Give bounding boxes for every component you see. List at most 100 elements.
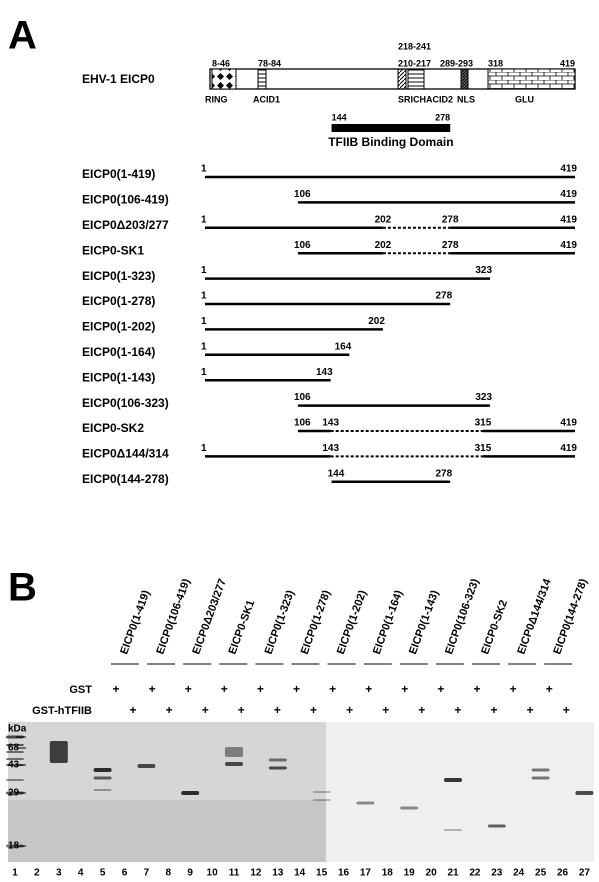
plus-mark: + <box>129 703 136 717</box>
lane-number: 26 <box>557 868 569 879</box>
plus-mark: + <box>490 703 497 717</box>
residue-label: 1 <box>201 367 207 378</box>
domain-range: 78-84 <box>258 58 281 68</box>
gel-band <box>532 777 550 780</box>
plus-mark: + <box>437 682 444 696</box>
lane-header: EICP0Δ144/314 <box>515 576 554 656</box>
protein-end: 419 <box>560 58 575 68</box>
domain-box <box>212 69 236 89</box>
lane-number: 7 <box>144 868 150 879</box>
binding-label: TFIIB Binding Domain <box>328 135 453 149</box>
lane-number: 25 <box>535 868 547 879</box>
domain-name: GLU <box>515 94 534 104</box>
residue-label: 106 <box>294 418 311 429</box>
residue-label: 315 <box>475 443 492 454</box>
plus-mark: + <box>401 682 408 696</box>
plus-mark: + <box>329 682 336 696</box>
gel-band <box>94 789 112 791</box>
residue-label: 278 <box>442 240 459 251</box>
plus-mark: + <box>473 682 480 696</box>
row-label: GST <box>69 684 92 696</box>
gel-band <box>313 791 331 793</box>
lane-number: 15 <box>316 868 328 879</box>
lane-number: 20 <box>426 868 438 879</box>
gel-band <box>6 779 24 781</box>
binding-domain-bar <box>332 124 451 132</box>
residue-label: 1 <box>201 291 207 302</box>
lane-number: 16 <box>338 868 350 879</box>
residue-label: 419 <box>560 418 577 429</box>
panel-label: A <box>8 14 37 58</box>
domain-name: ACID2 <box>426 94 453 104</box>
gel-band <box>137 764 155 768</box>
lane-header: EICP0(144-278) <box>551 577 590 656</box>
plus-mark: + <box>563 703 570 717</box>
plus-mark: + <box>221 682 228 696</box>
domain-range: 218-241 <box>398 41 431 51</box>
gel <box>6 722 594 862</box>
lane-number: 17 <box>360 868 372 879</box>
lane-header: EICP0(106-419) <box>154 577 193 656</box>
residue-label: 323 <box>475 265 492 276</box>
lane-number: 24 <box>513 868 525 879</box>
lane-number: 8 <box>166 868 172 879</box>
domain-name: RING <box>205 94 228 104</box>
plus-mark: + <box>202 703 209 717</box>
residue-label: 202 <box>375 240 392 251</box>
lane-number: 10 <box>207 868 219 879</box>
lane-number: 1 <box>12 868 18 879</box>
lane-number: 6 <box>122 868 128 879</box>
lane-number: 27 <box>579 868 591 879</box>
construct-name: EICP0(106-323) <box>82 396 169 410</box>
residue-label: 144 <box>328 468 345 479</box>
plus-mark: + <box>418 703 425 717</box>
residue-label: 106 <box>294 392 311 403</box>
marker-label: 29 <box>8 788 20 799</box>
residue-label: 419 <box>560 164 577 175</box>
plus-mark: + <box>454 703 461 717</box>
construct-name: EICP0Δ203/277 <box>82 218 169 232</box>
residue-label: 143 <box>322 418 339 429</box>
gel-band <box>444 778 462 782</box>
gel-band <box>532 769 550 772</box>
residue-label: 315 <box>475 418 492 429</box>
plus-mark: + <box>527 703 534 717</box>
gel-band <box>50 741 68 763</box>
lane-number: 9 <box>187 868 193 879</box>
lane-header: EICP0Δ203/277 <box>190 577 228 656</box>
lane-number: 11 <box>229 868 240 879</box>
lane-number: 5 <box>100 868 106 879</box>
construct-name: EICP0(1-202) <box>82 320 155 334</box>
residue-label: 1 <box>201 341 207 352</box>
residue-label: 106 <box>294 189 311 200</box>
gel-band <box>313 799 331 801</box>
binding-end: 278 <box>435 112 450 122</box>
domain-range: 8-46 <box>212 58 230 68</box>
gel-band <box>444 829 462 831</box>
plus-mark: + <box>166 703 173 717</box>
lane-number: 4 <box>78 868 84 879</box>
construct-name: EICP0-SK2 <box>82 421 144 435</box>
lane-number: 18 <box>382 868 394 879</box>
lane-number: 12 <box>250 868 262 879</box>
gel-band <box>94 777 112 780</box>
row-label: GST-hTFIIB <box>32 705 92 717</box>
construct-name: EICP0Δ144/314 <box>82 447 169 461</box>
residue-label: 278 <box>436 468 453 479</box>
figure: A EHV-1 EICP0 B 8-46RING78-84ACID1210-21… <box>0 0 599 882</box>
lane-header: EICP0(1-419) <box>118 588 152 656</box>
construct-name: EICP0(144-278) <box>82 472 169 486</box>
plus-mark: + <box>274 703 281 717</box>
lane-number: 19 <box>404 868 416 879</box>
residue-label: 143 <box>316 367 333 378</box>
lane-header: EICP0(1-202) <box>335 588 369 656</box>
gel-band <box>488 825 506 828</box>
residue-label: 1 <box>201 164 207 175</box>
lane-header: EICP0(106-323) <box>443 577 482 656</box>
gel-band <box>225 762 243 766</box>
lane-header: EICP0(1-323) <box>263 588 297 656</box>
marker-label: 68 <box>8 743 20 754</box>
domain-name: ACID1 <box>253 94 280 104</box>
construct-name: EICP0(1-419) <box>82 167 155 181</box>
lane-number: 21 <box>447 868 459 879</box>
